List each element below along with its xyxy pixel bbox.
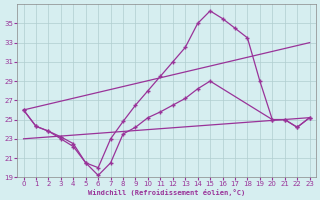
X-axis label: Windchill (Refroidissement éolien,°C): Windchill (Refroidissement éolien,°C) (88, 189, 245, 196)
